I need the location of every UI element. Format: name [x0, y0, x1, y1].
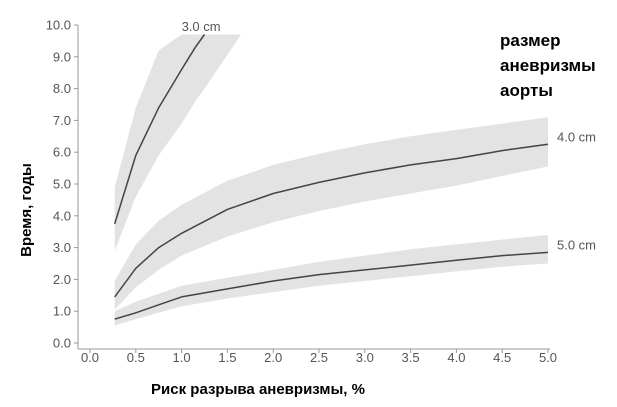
x-tick-label: 3.5 [402, 350, 420, 365]
y-tick-label: 0.0 [53, 336, 71, 351]
series-line-3-0-cm [113, 34, 206, 225]
legend-title-line-1: размер [500, 31, 561, 50]
y-tick-label: 10.0 [46, 18, 71, 33]
y-tick-label: 6.0 [53, 145, 71, 160]
band-3-0-cm [114, 34, 242, 251]
series-line-5-0-cm [114, 251, 549, 320]
y-tick-label: 8.0 [53, 81, 71, 96]
confidence-bands [114, 34, 548, 326]
x-ticks: 0.0 0.5 1.0 1.5 2.0 2.5 3.0 3.5 4.0 4.5 5.0 [81, 349, 557, 365]
x-axis-title: Риск разрыва аневризмы, % [151, 381, 365, 398]
x-tick-label: 1.5 [218, 350, 236, 365]
x-tick-label: 4.0 [447, 350, 465, 365]
y-tick-label: 1.0 [53, 304, 71, 319]
series-label-4-0-cm: 4.0 cm [557, 129, 596, 144]
y-tick-label: 9.0 [53, 49, 71, 64]
band-5-0-cm [114, 234, 548, 326]
series-labels: 3.0 cm 4.0 cm 5.0 cm [182, 19, 596, 252]
axes [77, 25, 550, 350]
y-ticks: 0.0 1.0 2.0 3.0 4.0 5.0 6.0 7.0 8.0 9.0 10.0 [46, 18, 78, 351]
y-tick-label: 4.0 [53, 208, 71, 223]
y-tick-label: 3.0 [53, 240, 71, 255]
y-tick-label: 5.0 [53, 177, 71, 192]
y-tick-label: 7.0 [53, 113, 71, 128]
x-tick-label: 1.0 [173, 350, 191, 365]
x-tick-label: 2.0 [264, 350, 282, 365]
y-axis-title: Время, годы [18, 163, 35, 257]
series-label-5-0-cm: 5.0 cm [557, 237, 596, 252]
x-tick-label: 5.0 [539, 350, 557, 365]
band-4-0-cm [114, 117, 548, 310]
series-label-3-0-cm: 3.0 cm [182, 19, 221, 34]
x-tick-label: 0.5 [127, 350, 145, 365]
series-lines [113, 34, 549, 320]
x-tick-label: 4.5 [493, 350, 511, 365]
x-tick-label: 3.0 [356, 350, 374, 365]
series-line-4-0-cm [114, 143, 549, 298]
legend-title-line-2: аневризмы [500, 56, 596, 75]
x-tick-label: 0.0 [81, 350, 99, 365]
y-tick-label: 2.0 [53, 272, 71, 287]
legend-title-line-3: аорты [500, 81, 553, 100]
x-tick-label: 2.5 [310, 350, 328, 365]
